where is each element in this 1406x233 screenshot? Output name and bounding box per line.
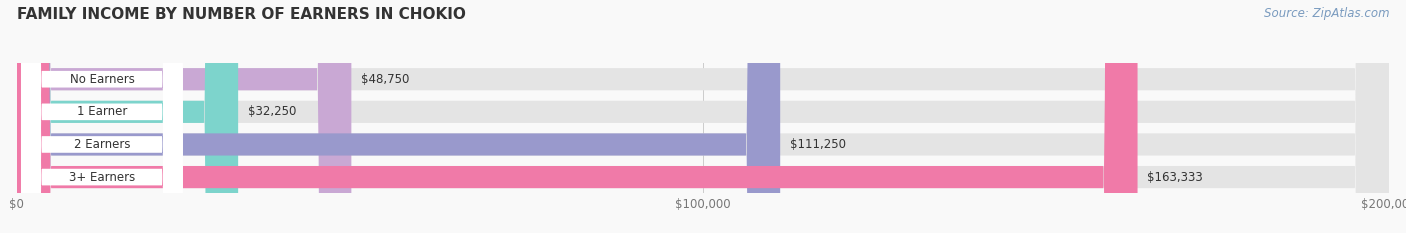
FancyBboxPatch shape bbox=[17, 0, 1389, 233]
FancyBboxPatch shape bbox=[17, 0, 1389, 233]
FancyBboxPatch shape bbox=[17, 0, 780, 233]
FancyBboxPatch shape bbox=[17, 0, 238, 233]
Text: $163,333: $163,333 bbox=[1147, 171, 1204, 184]
Text: Source: ZipAtlas.com: Source: ZipAtlas.com bbox=[1264, 7, 1389, 20]
FancyBboxPatch shape bbox=[21, 0, 183, 233]
Text: $32,250: $32,250 bbox=[247, 105, 297, 118]
Text: $48,750: $48,750 bbox=[361, 73, 409, 86]
Text: FAMILY INCOME BY NUMBER OF EARNERS IN CHOKIO: FAMILY INCOME BY NUMBER OF EARNERS IN CH… bbox=[17, 7, 465, 22]
FancyBboxPatch shape bbox=[17, 0, 1389, 233]
Text: No Earners: No Earners bbox=[69, 73, 135, 86]
Text: $111,250: $111,250 bbox=[790, 138, 846, 151]
Text: 1 Earner: 1 Earner bbox=[77, 105, 127, 118]
FancyBboxPatch shape bbox=[21, 0, 183, 233]
FancyBboxPatch shape bbox=[17, 0, 352, 233]
FancyBboxPatch shape bbox=[17, 0, 1137, 233]
FancyBboxPatch shape bbox=[21, 0, 183, 233]
FancyBboxPatch shape bbox=[17, 0, 1389, 233]
FancyBboxPatch shape bbox=[21, 0, 183, 233]
Text: 2 Earners: 2 Earners bbox=[73, 138, 131, 151]
Text: 3+ Earners: 3+ Earners bbox=[69, 171, 135, 184]
